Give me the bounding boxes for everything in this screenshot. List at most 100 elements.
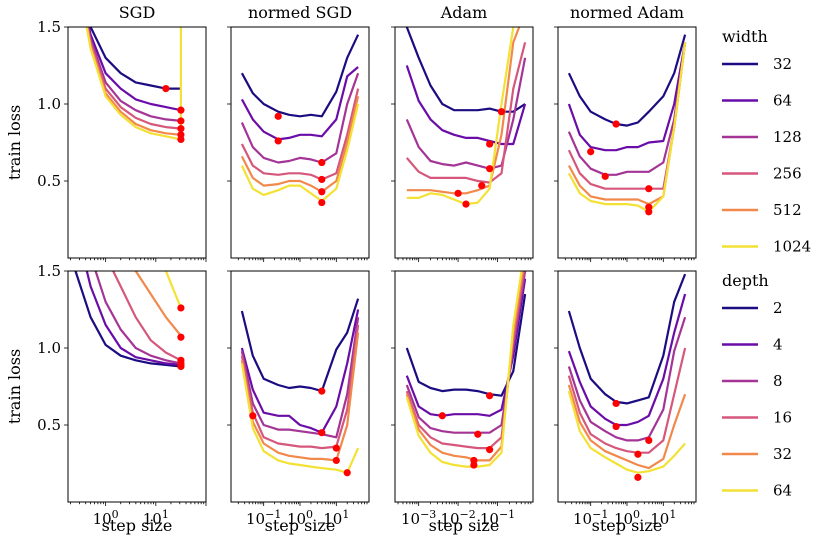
- series-line-1024: [85, 27, 182, 141]
- optimum-marker-8: [612, 422, 620, 431]
- y-axis-label: train loss: [5, 349, 24, 424]
- x-tick-label: 100: [287, 508, 313, 528]
- series-line-4: [85, 271, 182, 366]
- optimum-marker-32: [612, 120, 620, 128]
- series-line-256: [405, 42, 527, 184]
- legend-label-2: 2: [773, 299, 783, 317]
- optimum-marker-2: [318, 387, 326, 395]
- series-line-32: [240, 332, 360, 462]
- optimum-marker-32: [162, 85, 170, 93]
- y-tick-label: 1.0: [37, 339, 61, 357]
- optimum-marker-1024: [462, 200, 470, 208]
- x-tick-label: 101: [323, 508, 349, 528]
- axes-frame: [394, 270, 534, 503]
- optimum-marker-1024: [177, 135, 185, 144]
- legend-label-256: 256: [773, 165, 802, 183]
- panel-0-2: Adam: [391, 3, 534, 262]
- series-line-256: [240, 88, 360, 181]
- optimum-marker-32: [634, 450, 642, 458]
- series-line-128: [86, 27, 182, 122]
- series-line-512: [406, 27, 521, 195]
- series-line-128: [405, 57, 527, 170]
- x-tick-label: 100: [93, 508, 119, 528]
- series-line-4: [405, 278, 527, 417]
- plot-area: [85, 27, 185, 144]
- optimum-marker-8: [318, 429, 326, 437]
- x-tick-label: 10−1: [480, 508, 515, 528]
- series-line-16: [111, 271, 182, 362]
- series-line-1024: [240, 103, 360, 203]
- legend-label-512: 512: [773, 201, 802, 219]
- x-tick-label: 10−1: [573, 508, 608, 528]
- optimum-marker-8: [474, 430, 482, 438]
- optimum-marker-64: [177, 106, 185, 114]
- series-line-2: [74, 271, 182, 368]
- legend-title: width: [722, 27, 768, 46]
- y-tick-label: 0.5: [37, 172, 61, 190]
- series-line-4: [567, 293, 687, 427]
- optimum-marker-64: [470, 461, 478, 469]
- series-line-1024: [567, 42, 687, 213]
- plot-area: [240, 34, 360, 207]
- plot-area: [567, 273, 687, 481]
- series-line-32: [240, 34, 360, 118]
- series-line-64: [164, 271, 182, 309]
- legend-label-64: 64: [773, 482, 792, 500]
- optimum-marker-512: [454, 189, 462, 197]
- optimum-marker-64: [177, 304, 185, 312]
- x-tick-label: 10−2: [440, 508, 475, 528]
- optimum-marker-1024: [645, 208, 653, 216]
- x-tick-label: 100: [614, 508, 640, 528]
- optimum-marker-256: [478, 182, 486, 190]
- panel-title: normed Adam: [570, 3, 684, 22]
- panel-title: SGD: [119, 3, 156, 22]
- series-line-8: [567, 316, 687, 442]
- optimum-marker-64: [274, 137, 282, 145]
- legend-label-16: 16: [773, 409, 792, 427]
- y-axis-label: train loss: [5, 105, 24, 180]
- optimum-marker-32: [274, 112, 282, 120]
- x-axis-label: step size: [102, 516, 173, 535]
- plot-area: [567, 34, 687, 216]
- series-line-64: [87, 27, 182, 112]
- axes-frame: [67, 26, 207, 259]
- x-tick-label: 10−3: [401, 508, 436, 528]
- y-tick-label: 0.5: [37, 416, 61, 434]
- series-line-512: [240, 96, 360, 193]
- optimum-marker-1024: [318, 198, 326, 207]
- legend-label-128: 128: [773, 128, 802, 146]
- series-line-2: [240, 298, 360, 393]
- optimum-marker-32: [497, 108, 506, 116]
- x-axis-label: step size: [265, 516, 336, 535]
- series-line-8: [405, 271, 527, 434]
- series-line-128: [240, 72, 360, 164]
- optimum-marker-4: [249, 412, 257, 420]
- optimum-marker-256: [318, 175, 326, 184]
- x-tick-label: 101: [143, 508, 169, 528]
- series-line-64: [567, 390, 686, 474]
- plot-area: [405, 271, 527, 469]
- series-line-8: [240, 317, 360, 439]
- optimum-marker-128: [318, 158, 326, 167]
- panel-title: Adam: [440, 3, 488, 22]
- axes-frame: [394, 26, 534, 259]
- plot-area: [74, 271, 185, 371]
- y-tick-label: 1.0: [37, 95, 61, 113]
- panel-0-1: normed SGD: [227, 3, 370, 262]
- y-tick-label: 1.5: [37, 18, 61, 36]
- series-line-64: [240, 363, 360, 474]
- axes-frame: [67, 270, 207, 503]
- optimum-marker-32: [177, 333, 185, 341]
- series-line-32: [134, 271, 182, 337]
- series-line-64: [405, 271, 523, 468]
- optimum-marker-16: [332, 444, 340, 452]
- x-axis-label: step size: [592, 516, 663, 535]
- optimum-marker-64: [634, 473, 642, 481]
- legend-label-8: 8: [773, 372, 783, 390]
- series-line-16: [405, 271, 526, 450]
- panel-title: normed SGD: [248, 3, 352, 22]
